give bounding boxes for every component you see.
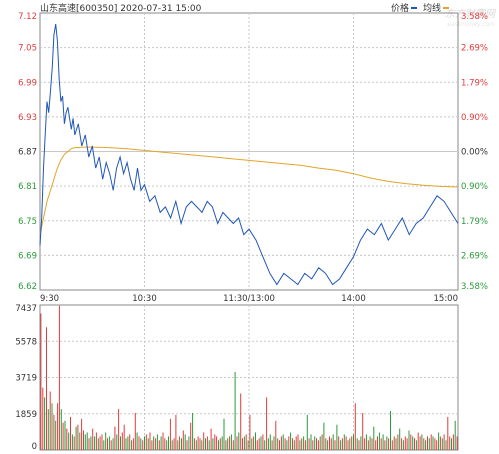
legend-item-price: 价格: [391, 1, 417, 14]
pct-tick-label: 0.00%: [461, 148, 488, 158]
volume-tick-label: 7437: [15, 304, 37, 314]
pct-tick-label: 3.58%: [461, 282, 488, 292]
time-tick-label: 11:30/13:00: [223, 294, 275, 304]
price-tick-label: 6.99: [18, 78, 37, 88]
pct-tick-label: 2.69%: [461, 251, 488, 261]
price-tick-label: 6.75: [18, 217, 37, 227]
pct-tick-label: 2.69%: [461, 44, 488, 54]
legend-item-avg: 均线: [423, 1, 449, 14]
volume-tick-label: 3719: [15, 374, 37, 384]
pct-tick-label: 1.79%: [461, 78, 488, 88]
volume-tick-label: 1859: [15, 410, 37, 420]
pct-tick-label: 3.58%: [461, 12, 488, 22]
legend-swatch-price: [410, 6, 417, 9]
price-tick-label: 6.87: [18, 148, 37, 158]
stock-code: [600350]: [76, 4, 118, 14]
price-tick-label: 6.93: [18, 113, 37, 123]
pct-tick-label: 0.90%: [461, 113, 488, 123]
price-tick-label: 6.62: [18, 282, 37, 292]
legend-swatch-avg: [443, 6, 449, 9]
time-tick-label: 15:00: [434, 294, 459, 304]
price-tick-label: 7.05: [18, 44, 37, 54]
chart-title: 山东高速[600350] 2020-07-31 15:00: [40, 1, 201, 14]
price-line: [39, 24, 459, 286]
volume-tick-label: 0: [32, 442, 37, 452]
time-tick-label: 14:00: [341, 294, 366, 304]
chart-legend: 价格 均线: [391, 1, 449, 14]
eastmoney-watermark: 东方财富网 eastmoney.com: [445, 9, 495, 29]
price-tick-label: 6.81: [18, 182, 37, 192]
price-tick-label: 6.69: [18, 251, 37, 261]
pct-tick-label: 1.79%: [461, 217, 488, 227]
stock-name: 山东高速: [40, 4, 77, 14]
volume-tick-label: 5578: [15, 337, 37, 347]
price-tick-label: 7.12: [18, 12, 37, 22]
average-line: [39, 146, 459, 235]
chart-datetime: 2020-07-31 15:00: [120, 4, 202, 14]
pct-tick-label: 0.90%: [461, 182, 488, 192]
time-tick-label: 10:30: [132, 294, 157, 304]
time-tick-label: 9:30: [40, 294, 59, 304]
